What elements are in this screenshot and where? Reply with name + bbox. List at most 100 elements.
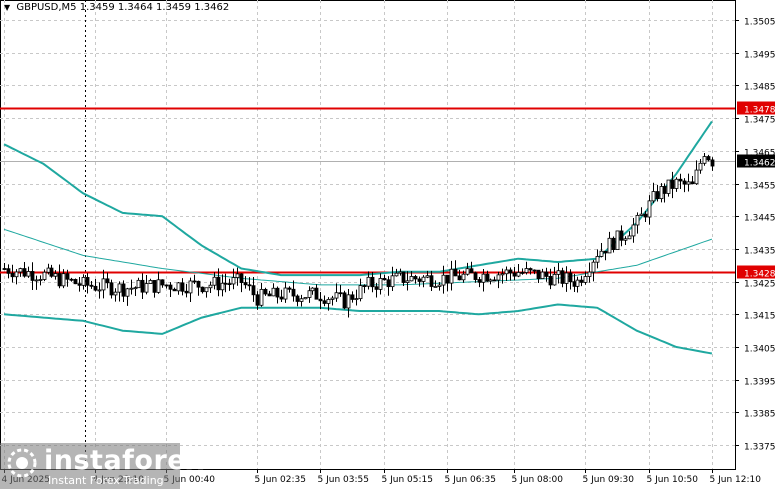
candle-body (540, 271, 545, 279)
candle-body (53, 273, 58, 277)
candle-body (121, 283, 126, 297)
candle-body (615, 230, 620, 250)
candle-body (492, 279, 497, 282)
candle-body (49, 267, 54, 277)
candle-body (144, 283, 149, 293)
candle-body (520, 272, 525, 274)
candle-body (105, 278, 110, 284)
candle-body (322, 300, 327, 304)
candle-body (326, 298, 331, 304)
candle-body (129, 287, 134, 290)
candle-body (544, 271, 549, 277)
candle-body (133, 287, 138, 290)
candle-body (560, 270, 565, 284)
candle-body (437, 284, 442, 287)
candle-body (457, 275, 462, 281)
candle-body (77, 283, 82, 286)
candles (2, 153, 715, 318)
candle-body (314, 287, 319, 300)
candle-body (14, 271, 19, 278)
candle-body (2, 268, 7, 270)
candle-body (22, 268, 27, 277)
candle-body (346, 294, 351, 309)
candle-body (504, 269, 509, 275)
candle-body (655, 191, 660, 200)
candle-body (136, 279, 141, 289)
candle-body (30, 271, 35, 281)
candle-body (362, 285, 367, 287)
candle-body (279, 296, 284, 300)
candle-body (57, 273, 62, 287)
candle-body (350, 294, 355, 300)
logo-tagline: Instant Forex Trading (48, 474, 164, 487)
candle-body (200, 286, 205, 293)
candle-body (508, 269, 513, 274)
candle-body (160, 279, 165, 286)
candle-body (303, 297, 308, 300)
candle-body (42, 271, 47, 280)
plot-frame (0, 0, 736, 470)
price-axis[interactable]: 1.3505 1.3495 1.3485 1.3475 1.3465 1.3455 1.34… (735, 18, 776, 453)
candle-body (81, 277, 86, 286)
logo-ring-icon (7, 448, 37, 478)
candle-body (500, 273, 505, 276)
level-price-label: 1.3478 (744, 106, 776, 116)
candle-body (536, 269, 541, 279)
candle-body (488, 279, 493, 282)
candle-body (524, 268, 529, 273)
candle-body (623, 238, 628, 241)
candle-body (528, 268, 533, 271)
last-price-tag (737, 154, 775, 168)
y-tick-label: 1.3475 (744, 116, 776, 126)
candle-body (287, 287, 292, 290)
candle-body (572, 281, 577, 287)
candle-body (291, 288, 296, 297)
candle-body (575, 279, 580, 287)
candle-body (382, 278, 387, 281)
candle-body (26, 271, 31, 277)
candle-body (477, 279, 482, 283)
candle-body (196, 280, 201, 288)
y-tick-label: 1.3425 (744, 280, 776, 290)
candle-body (647, 200, 652, 218)
candle-body (251, 285, 256, 296)
candle-body (603, 250, 608, 254)
candle-body (295, 295, 300, 302)
candle-body (413, 276, 418, 280)
candle-body (109, 282, 114, 296)
candle-body (73, 279, 78, 285)
candle-body (267, 293, 272, 297)
candle-body (243, 282, 248, 286)
time-axis[interactable]: 4 Jun 20254 Jun 23:105 Jun 00:405 Jun 02… (2, 469, 762, 485)
candle-body (176, 282, 181, 292)
candle-body (101, 278, 106, 291)
candle-body (394, 272, 399, 277)
candle-body (386, 279, 391, 288)
candle-body (231, 277, 236, 285)
candle-body (247, 284, 252, 287)
candle-body (299, 298, 304, 302)
candle-body (334, 292, 339, 299)
candle-body (212, 276, 217, 286)
candle-body (678, 178, 683, 182)
candle-body (370, 276, 375, 288)
candle-body (579, 279, 584, 283)
x-tick-label: 5 Jun 05:15 (382, 475, 433, 485)
candle-body (710, 159, 715, 167)
candle-body (117, 283, 122, 293)
candle-body (698, 162, 703, 171)
candle-body (461, 273, 466, 281)
chart-grid (0, 0, 736, 470)
y-tick-label: 1.3405 (744, 345, 776, 355)
candle-body (635, 214, 640, 226)
candle-body (465, 268, 470, 275)
dropdown-triangle-icon[interactable]: ▼ (4, 3, 11, 12)
y-tick-label: 1.3435 (744, 247, 776, 257)
candle-body (666, 179, 671, 194)
candle-body (164, 284, 169, 287)
candle-body (599, 250, 604, 257)
candle-body (168, 284, 173, 290)
x-tick-label: 5 Jun 02:35 (255, 475, 306, 485)
candle-body (643, 213, 648, 218)
